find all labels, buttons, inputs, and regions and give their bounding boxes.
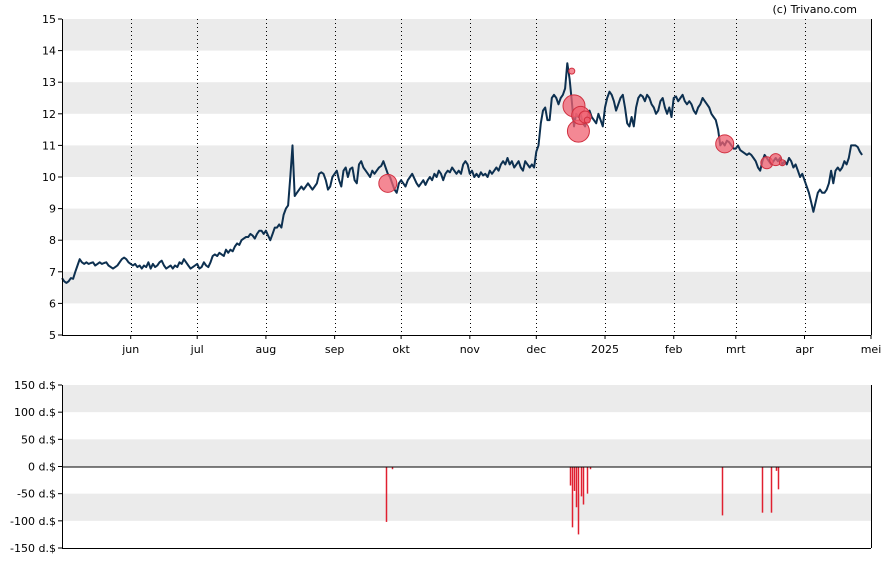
price-band	[62, 82, 871, 114]
price-y-tick-label: 9	[49, 203, 56, 216]
x-tick-label: nov	[460, 343, 481, 356]
volume-band	[62, 493, 871, 521]
volume-band	[62, 385, 871, 413]
credit-text: (c) Trivano.com	[772, 3, 857, 16]
price-y-tick-label: 15	[42, 13, 56, 26]
volume-y-tick-label: -50 d.$	[17, 488, 56, 501]
x-tick-label: jul	[190, 343, 204, 356]
x-tick-label: mrt	[726, 343, 746, 356]
transaction-bubble	[568, 67, 576, 75]
x-tick-label: feb	[665, 343, 683, 356]
transaction-bubble	[378, 173, 398, 193]
volume-y-tick-label: 50 d.$	[21, 433, 56, 446]
price-y-tick-label: 10	[42, 171, 56, 184]
transaction-bubble	[778, 159, 786, 167]
volume-y-tick-label: 150 d.$	[14, 379, 56, 392]
transaction-bubble-layer	[378, 67, 786, 193]
volume-y-tick-label: -100 d.$	[10, 515, 56, 528]
x-tick-label: aug	[256, 343, 277, 356]
x-tick-label: 2025	[591, 343, 619, 356]
volume-panel-bands	[62, 385, 871, 521]
volume-y-tick-label: -150 d.$	[10, 542, 56, 555]
price-y-tick-label: 7	[49, 266, 56, 279]
price-band	[62, 19, 871, 51]
price-y-tick-label: 13	[42, 76, 56, 89]
x-tick-label: mei	[861, 343, 882, 356]
volume-y-tick-label: 0 d.$	[28, 461, 56, 474]
x-tick-label: okt	[392, 343, 410, 356]
volume-band	[62, 439, 871, 467]
volume-y-tick-label: 100 d.$	[14, 406, 56, 419]
price-y-tick-label: 5	[49, 329, 56, 342]
x-tick-label: dec	[526, 343, 546, 356]
transaction-bubble	[583, 116, 591, 124]
price-y-tick-label: 14	[42, 45, 56, 58]
volume-bar-layer	[385, 466, 780, 535]
price-y-tick-label: 12	[42, 108, 56, 121]
x-tick-label: jun	[121, 343, 139, 356]
price-y-tick-label: 8	[49, 234, 56, 247]
x-tick-label: sep	[325, 343, 344, 356]
price-band	[62, 208, 871, 241]
price-y-tick-label: 6	[49, 297, 56, 310]
x-tick-label: apr	[795, 343, 814, 356]
volume-panel-axes: 150 d.$ 100 d.$ 50 d.$ 0 d.$ -50 d.$ -100 d.$…	[10, 379, 872, 555]
price-panel-axes: 5 6 7 8 9 10 11 12 13 14 15 jun jul aug sep okt nov dec 20…	[42, 13, 881, 356]
transaction-bubble	[715, 134, 735, 154]
price-y-tick-label: 11	[42, 139, 56, 152]
price-band	[62, 271, 871, 304]
